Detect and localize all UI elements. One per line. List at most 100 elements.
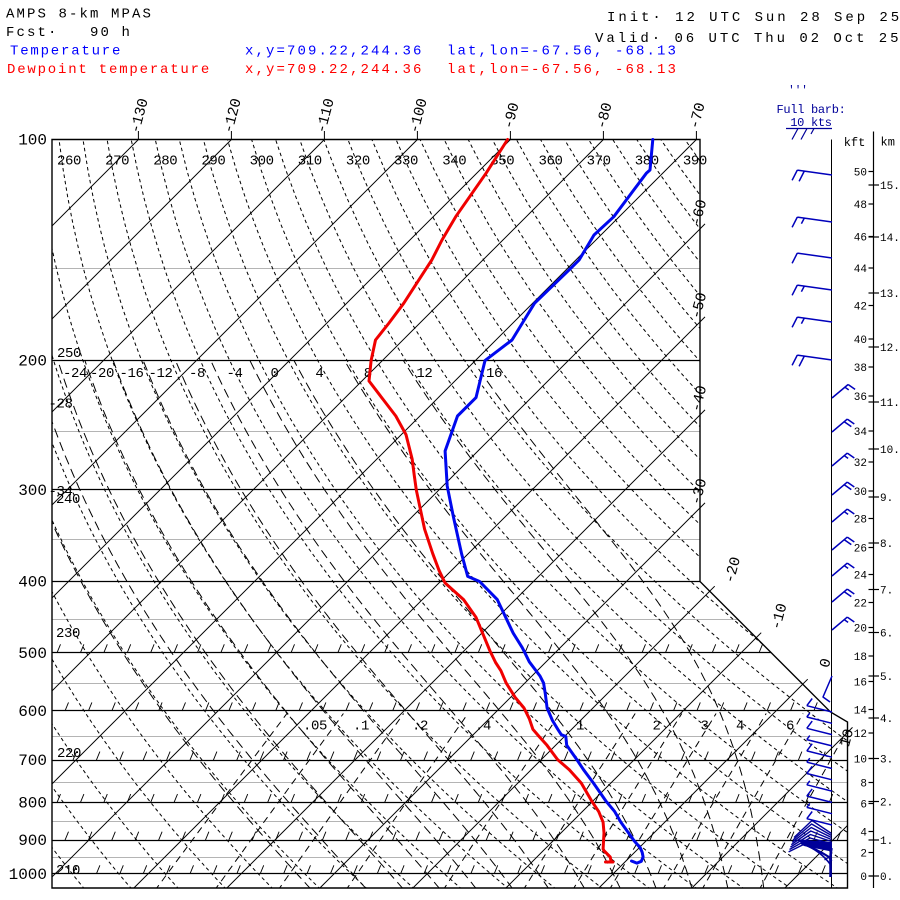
svg-text:-24: -24 [63,366,87,382]
svg-text:22: 22 [854,599,867,611]
svg-text:800: 800 [18,795,47,813]
svg-text:34: 34 [854,427,868,439]
svg-text:290: 290 [201,154,225,170]
svg-text:-50: -50 [688,291,711,321]
svg-text:Temperature: Temperature [10,44,122,60]
svg-text:220: 220 [57,746,81,762]
svg-text:6.: 6. [880,629,893,641]
svg-text:.1: .1 [353,719,369,735]
svg-text:-4: -4 [226,366,242,382]
svg-text:400: 400 [18,574,47,592]
svg-text:lat,lon=-67.56, -68.13: lat,lon=-67.56, -68.13 [447,62,678,78]
svg-text:12: 12 [416,366,432,382]
svg-text:230: 230 [56,626,80,642]
svg-text:600: 600 [18,703,47,721]
svg-text:0.: 0. [880,872,893,884]
svg-text:32: 32 [854,458,867,470]
svg-text:1.: 1. [880,836,893,848]
svg-text:5.: 5. [880,672,893,684]
svg-text:-34: -34 [49,484,73,500]
svg-text:′′′: ′′′ [788,85,808,97]
svg-text:48: 48 [854,200,867,212]
svg-text:8.: 8. [880,539,893,551]
svg-text:4: 4 [736,719,744,735]
svg-text:Full barb:: Full barb: [776,103,845,117]
svg-text:3: 3 [700,719,708,735]
svg-text:50: 50 [854,168,867,180]
svg-text:-80: -80 [593,101,616,131]
svg-text:-10: -10 [768,602,791,632]
svg-text:-60: -60 [688,198,711,228]
svg-text:.2: .2 [412,719,428,735]
svg-text:18: 18 [854,652,867,664]
svg-text:x,y=709.22,244.36: x,y=709.22,244.36 [245,62,424,78]
svg-text:14: 14 [854,706,868,718]
svg-text:30: 30 [854,487,867,499]
svg-text:12: 12 [854,729,867,741]
svg-text:4.: 4. [880,714,893,726]
svg-text:7.: 7. [880,586,893,598]
svg-text:260: 260 [57,154,81,170]
svg-text:390: 390 [683,154,707,170]
svg-text:320: 320 [346,154,370,170]
svg-text:-20: -20 [90,366,114,382]
svg-text:.4: .4 [475,719,491,735]
svg-text:24: 24 [854,571,868,583]
svg-text:38: 38 [854,363,867,375]
svg-text:700: 700 [18,752,47,770]
svg-text:Fcst· 90 h: Fcst· 90 h [6,25,132,41]
svg-text:Init· 12 UTC Sun 28 Sep 25: Init· 12 UTC Sun 28 Sep 25 [607,10,900,26]
svg-text:.05: .05 [303,719,327,735]
svg-text:-28: -28 [49,397,73,413]
svg-text:310: 310 [298,154,322,170]
svg-text:-70: -70 [686,101,709,131]
svg-text:8: 8 [860,779,867,791]
svg-text:kft: kft [844,136,866,150]
svg-text:lat,lon=-67.56, -68.13: lat,lon=-67.56, -68.13 [447,44,678,60]
svg-text:km: km [881,136,895,150]
svg-text:280: 280 [153,154,177,170]
svg-text:-20: -20 [722,555,745,585]
svg-text:8: 8 [364,366,372,382]
svg-text:-12: -12 [148,366,172,382]
svg-text:-90: -90 [500,101,523,131]
svg-text:100: 100 [18,132,47,150]
svg-text:6: 6 [860,800,867,812]
svg-text:2.: 2. [880,798,893,810]
svg-text:1000: 1000 [9,866,47,884]
svg-text:240: 240 [56,492,80,508]
svg-text:Dewpoint temperature: Dewpoint temperature [7,62,211,78]
svg-text:10: 10 [837,727,858,749]
svg-text:4: 4 [860,828,867,840]
svg-text:0: 0 [860,872,867,884]
svg-text:340: 340 [442,154,466,170]
svg-text:36: 36 [854,392,867,404]
svg-text:330: 330 [394,154,418,170]
svg-text:300: 300 [250,154,274,170]
svg-text:14.: 14. [880,233,900,245]
svg-text:370: 370 [587,154,611,170]
svg-text:-40: -40 [688,384,711,414]
svg-text:10 kts: 10 kts [790,116,832,130]
svg-text:16: 16 [854,678,867,690]
svg-text:13.: 13. [880,289,900,301]
svg-text:15.: 15. [880,181,900,193]
svg-text:1: 1 [576,719,584,735]
svg-text:270: 270 [105,154,129,170]
svg-text:300: 300 [18,482,47,500]
svg-text:44: 44 [854,264,868,276]
svg-text:900: 900 [18,832,47,850]
svg-text:16: 16 [486,366,502,382]
svg-text:4: 4 [315,366,323,382]
svg-text:2: 2 [652,719,660,735]
svg-text:-30: -30 [688,477,711,507]
svg-text:200: 200 [18,353,47,371]
svg-text:500: 500 [18,645,47,663]
svg-text:9.: 9. [880,493,893,505]
svg-text:12.: 12. [880,343,900,355]
svg-text:11.: 11. [880,398,900,410]
svg-text:AMPS 8-km MPAS: AMPS 8-km MPAS [6,7,153,23]
svg-text:28: 28 [854,515,867,527]
svg-text:210: 210 [56,863,80,879]
svg-text:42: 42 [854,302,867,314]
